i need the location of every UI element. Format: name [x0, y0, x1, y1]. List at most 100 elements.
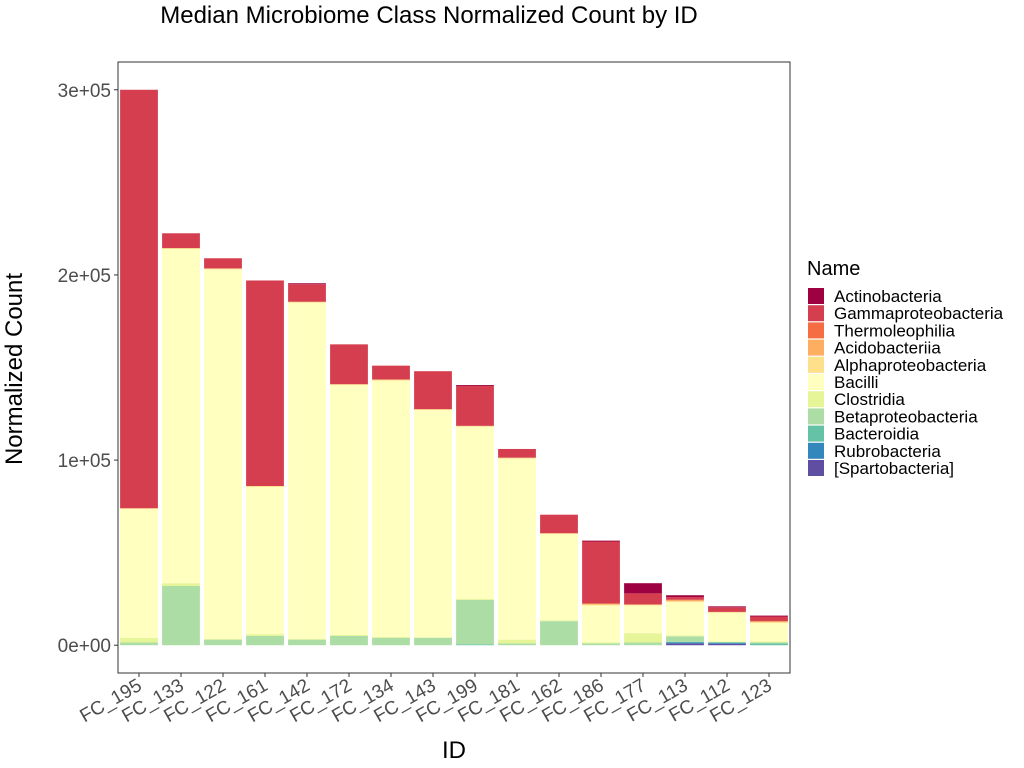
legend-label: Rubrobacteria [834, 442, 941, 461]
bar-segment-FC_143-5 [414, 410, 452, 638]
legend-title: Name [807, 258, 860, 280]
chart-title: Median Microbiome Class Normalized Count… [160, 2, 698, 29]
bar-segment-FC_161-4 [246, 634, 284, 636]
legend-swatch [808, 391, 824, 408]
panel-border [117, 61, 791, 674]
legend-label: Bacilli [834, 373, 878, 392]
bar-segment-FC_177-6 [624, 604, 662, 606]
bar-segment-FC_142-10 [288, 283, 326, 285]
bar-segment-FC_133-4 [162, 583, 200, 586]
bar-segment-FC_123-5 [750, 623, 788, 642]
bar-segment-FC_172-9 [330, 344, 368, 385]
bar-segment-FC_122-9 [204, 258, 242, 269]
bar-segment-FC_161-3 [246, 635, 284, 646]
legend-swatch [808, 305, 824, 322]
bar-segment-FC_134-3 [372, 637, 410, 646]
legend-swatch [808, 339, 824, 356]
bar-segment-FC_186-5 [582, 605, 620, 643]
bar-segment-FC_123-2 [750, 643, 788, 646]
legend-swatch [808, 374, 824, 390]
bar-segment-FC_113-0 [666, 643, 704, 646]
bar-segment-FC_143-4 [414, 637, 452, 638]
bar-segment-FC_123-6 [750, 622, 788, 624]
bar-segment-FC_177-10 [624, 583, 662, 594]
bar-segment-FC_195-5 [120, 509, 158, 638]
legend-label: Alphaproteobacteria [834, 356, 987, 375]
bar-segment-FC_195-6 [120, 508, 158, 510]
legend-swatch [808, 442, 824, 459]
bar-segment-FC_172-6 [330, 384, 368, 386]
legend-label: Betaproteobacteria [834, 407, 978, 426]
legend-label: Bacteroidia [834, 425, 920, 444]
bar-segment-FC_112-1 [708, 643, 746, 644]
legend-label: Gammaproteobacteria [834, 304, 1004, 323]
bar-segment-FC_123-4 [750, 641, 788, 643]
x-axis-title: ID [442, 737, 466, 764]
bar-segment-FC_162-6 [540, 533, 578, 535]
bar-segment-FC_161-5 [246, 486, 284, 635]
bar-segment-FC_122-6 [204, 268, 242, 270]
bar-segment-FC_113-3 [666, 636, 704, 642]
bar-segment-FC_162-3 [540, 621, 578, 646]
legend: Name ActinobacteriaGammaproteobacteriaTh… [807, 258, 1004, 478]
bar-segment-FC_123-9 [750, 616, 788, 622]
y-tick-label: 2e+05 [58, 266, 111, 287]
bar-segment-FC_199-5 [456, 426, 494, 599]
bar-segment-FC_122-4 [204, 638, 242, 640]
bar-segment-FC_199-9 [456, 386, 494, 426]
bar-segment-FC_186-10 [582, 540, 620, 542]
bar-segment-FC_112-9 [708, 607, 746, 612]
bar-segment-FC_134-9 [372, 365, 410, 380]
bar-segment-FC_177-5 [624, 605, 662, 634]
bar-segment-FC_142-4 [288, 638, 326, 640]
bar-segment-FC_113-2 [666, 641, 704, 643]
bar-segment-FC_199-2 [456, 644, 494, 646]
bar-segment-FC_161-9 [246, 280, 284, 486]
bar-segment-FC_172-4 [330, 635, 368, 636]
bar-segment-FC_195-3 [120, 642, 158, 646]
bar-segment-FC_133-3 [162, 585, 200, 646]
plot-area: FC_195FC_133FC_122FC_161FC_142FC_172FC_1… [58, 61, 791, 727]
bar-segment-FC_177-9 [624, 593, 662, 605]
bar-segment-FC_181-5 [498, 458, 536, 640]
bar-segment-FC_142-6 [288, 301, 326, 303]
legend-swatch [808, 322, 824, 339]
legend-label: Clostridia [834, 390, 905, 409]
legend-label: Thermoleophilia [834, 321, 955, 340]
bar-segment-FC_112-2 [708, 642, 746, 644]
bar-segment-FC_122-5 [204, 269, 242, 639]
bar-segment-FC_113-7 [666, 600, 704, 602]
legend-label: Actinobacteria [834, 287, 942, 306]
bar-segment-FC_112-6 [708, 611, 746, 613]
bar-segment-FC_134-4 [372, 636, 410, 638]
bar-segment-FC_123-10 [750, 615, 788, 617]
bar-segment-FC_113-10 [666, 595, 704, 598]
legend-swatch [808, 288, 824, 304]
bar-segment-FC_172-3 [330, 635, 368, 646]
bar-segment-FC_181-4 [498, 639, 536, 644]
bar-segment-FC_113-9 [666, 597, 704, 600]
legend-label: [Spartobacteria] [834, 459, 954, 478]
bar-segment-FC_113-4 [666, 635, 704, 637]
legend-swatch [808, 356, 824, 373]
bar-segment-FC_186-9 [582, 541, 620, 604]
legend-swatch [808, 425, 824, 442]
bar-segment-FC_186-6 [582, 604, 620, 606]
bar-segment-FC_162-4 [540, 620, 578, 622]
bar-segment-FC_113-8 [666, 599, 704, 601]
y-tick-label: 0e+00 [58, 636, 111, 657]
bar-segment-FC_142-3 [288, 639, 326, 646]
legend-label: Acidobacteriia [834, 339, 941, 358]
bar-segment-FC_133-6 [162, 248, 200, 250]
bar-segment-FC_112-4 [708, 641, 746, 642]
bar-segment-FC_172-5 [330, 385, 368, 636]
bar-segment-FC_112-0 [708, 643, 746, 646]
bar-segment-FC_177-4 [624, 633, 662, 643]
bar-segment-FC_123-7 [750, 621, 788, 623]
bar-segment-FC_199-10 [456, 385, 494, 387]
bar-segment-FC_133-5 [162, 249, 200, 584]
bar-segment-FC_134-6 [372, 379, 410, 381]
bar-segment-FC_181-6 [498, 457, 536, 459]
bar-segment-FC_142-5 [288, 302, 326, 639]
